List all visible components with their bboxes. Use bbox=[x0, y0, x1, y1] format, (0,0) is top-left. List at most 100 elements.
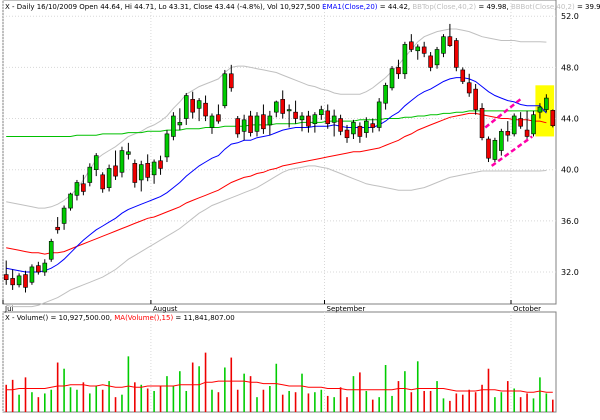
candle bbox=[319, 105, 324, 120]
candle-body bbox=[177, 122, 183, 126]
ema50-line bbox=[6, 112, 547, 255]
candle bbox=[87, 163, 93, 187]
candle bbox=[357, 122, 363, 143]
candle bbox=[228, 64, 234, 92]
volume-header-segment: MA(Volume(),15) bbox=[114, 314, 173, 322]
x-tick-label: August bbox=[153, 305, 178, 313]
candle-body bbox=[544, 97, 549, 110]
ema3-line bbox=[6, 110, 547, 137]
candle bbox=[299, 112, 305, 132]
y-tick-label: 52.0 bbox=[561, 12, 579, 21]
candle bbox=[273, 100, 279, 118]
candle bbox=[293, 100, 298, 124]
candle bbox=[183, 92, 189, 125]
candle-body bbox=[331, 115, 337, 123]
candle bbox=[119, 146, 125, 178]
candle-body bbox=[492, 139, 498, 160]
candle-body bbox=[306, 115, 311, 127]
header-segment: = 44.42, bbox=[378, 3, 413, 11]
candle-body bbox=[81, 183, 86, 192]
candle-body bbox=[531, 114, 536, 135]
candle bbox=[383, 82, 388, 110]
candle bbox=[454, 37, 459, 72]
candle-body bbox=[280, 99, 286, 114]
candle-body bbox=[158, 160, 163, 169]
candle bbox=[151, 159, 157, 184]
candle-body bbox=[447, 36, 453, 46]
candle-body bbox=[209, 115, 215, 128]
candle-body bbox=[196, 100, 202, 109]
candle-body bbox=[460, 69, 466, 82]
header-segment: BBTop(Close,40,2) bbox=[412, 3, 476, 11]
candle-body bbox=[383, 84, 388, 104]
candle bbox=[351, 119, 356, 140]
candle-body bbox=[36, 265, 41, 273]
y-tick-label: 32.0 bbox=[561, 268, 579, 277]
candle-body bbox=[113, 165, 118, 177]
candle bbox=[171, 112, 176, 141]
candle bbox=[376, 98, 382, 132]
candle bbox=[196, 98, 202, 122]
candle bbox=[306, 110, 311, 133]
candle bbox=[93, 153, 99, 177]
candle bbox=[338, 114, 343, 136]
candle bbox=[3, 260, 9, 285]
volume-bars bbox=[5, 352, 554, 412]
candle-body bbox=[16, 275, 22, 286]
candle bbox=[145, 154, 150, 182]
candle-body bbox=[396, 67, 401, 75]
candle-body bbox=[370, 123, 376, 128]
candle bbox=[460, 67, 466, 85]
y-tick-label: 40.0 bbox=[561, 166, 579, 175]
candle-body bbox=[74, 182, 80, 196]
x-tick-label: Jul bbox=[4, 305, 14, 313]
candle bbox=[280, 90, 286, 119]
candle bbox=[396, 59, 401, 79]
candle-body bbox=[48, 241, 54, 260]
candle-body bbox=[421, 46, 427, 54]
candle-body bbox=[312, 114, 318, 124]
candle bbox=[29, 264, 35, 285]
candle-body bbox=[454, 40, 459, 68]
candle-body bbox=[389, 68, 395, 89]
candle-body bbox=[23, 274, 28, 288]
candle-body bbox=[434, 49, 440, 66]
volume-header: X - Volume() = 10,927,500.00, MA(Volume(… bbox=[5, 314, 235, 322]
header-segment: EMA1(Close,20) bbox=[322, 3, 378, 11]
candle bbox=[216, 104, 221, 124]
candle-body bbox=[344, 129, 350, 139]
ema20-line bbox=[6, 77, 547, 273]
candle bbox=[531, 110, 536, 137]
volume-ma-line bbox=[6, 380, 553, 393]
candle-body bbox=[55, 226, 60, 231]
candle-body bbox=[286, 109, 292, 112]
candle bbox=[441, 34, 446, 58]
price-panel-frame bbox=[2, 0, 557, 305]
candles bbox=[3, 23, 556, 293]
candle bbox=[248, 110, 253, 137]
candle-body bbox=[241, 119, 247, 132]
candle bbox=[48, 238, 54, 262]
candle bbox=[10, 269, 15, 290]
candle bbox=[222, 69, 228, 109]
candle-body bbox=[505, 131, 511, 136]
candle-body bbox=[164, 133, 170, 158]
candle-body bbox=[29, 266, 35, 283]
candle-body bbox=[351, 122, 356, 135]
candle-body bbox=[415, 46, 421, 52]
candle-body bbox=[100, 174, 105, 190]
candle bbox=[55, 217, 60, 234]
y-tick-label: 36.0 bbox=[561, 217, 579, 226]
candle-body bbox=[228, 73, 234, 89]
candle bbox=[42, 259, 48, 276]
candle-body bbox=[409, 41, 414, 50]
candle bbox=[106, 164, 112, 192]
candle bbox=[505, 121, 511, 142]
candle-body bbox=[376, 101, 382, 128]
header-segment: = 49.98, bbox=[476, 3, 511, 11]
candle bbox=[409, 34, 414, 53]
candle-body bbox=[171, 115, 176, 137]
candle bbox=[209, 113, 215, 134]
candle bbox=[190, 91, 195, 119]
